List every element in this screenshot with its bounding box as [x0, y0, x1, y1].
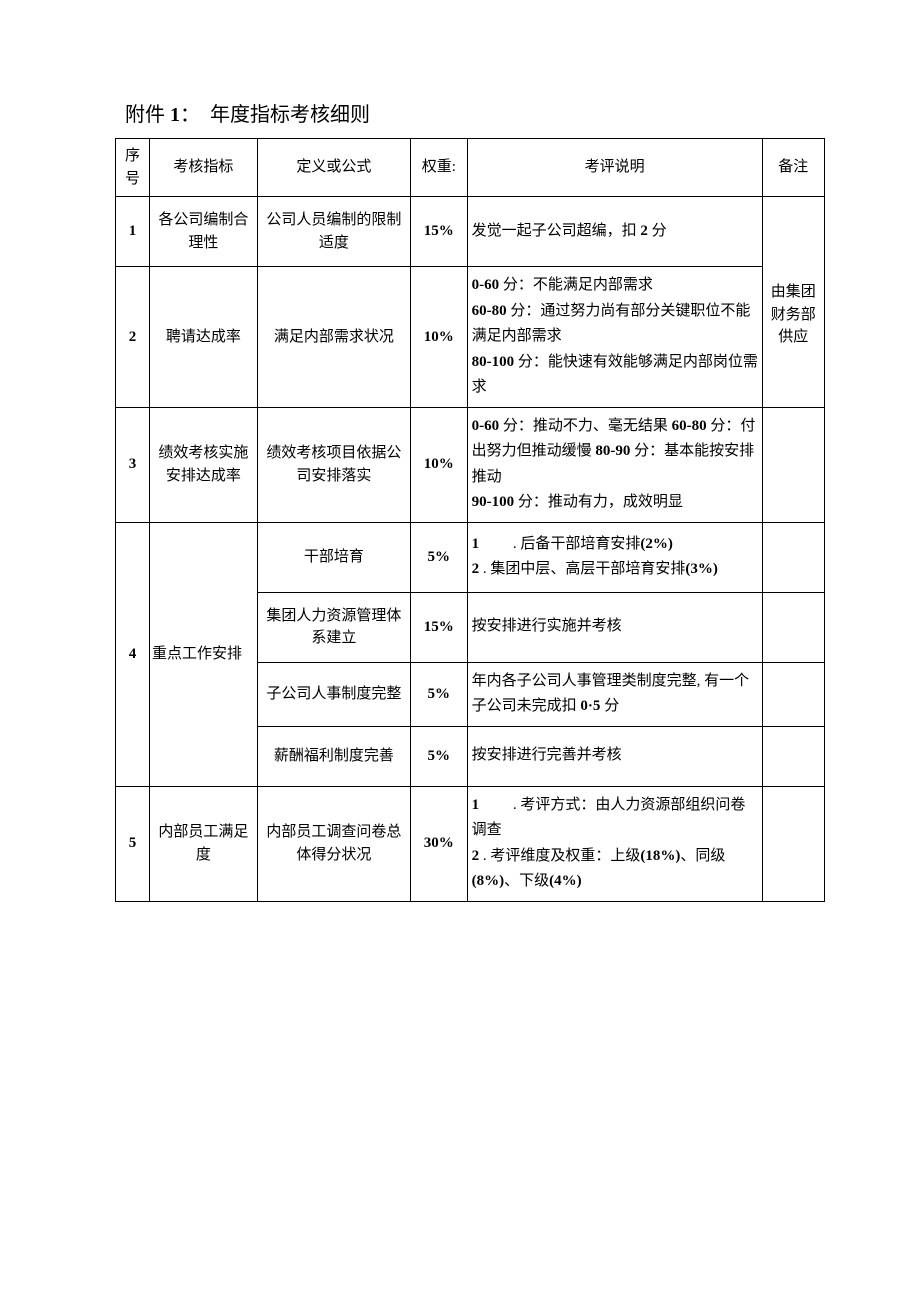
definition-cell: 子公司人事制度完整: [257, 662, 410, 726]
header-indicator: 考核指标: [150, 139, 258, 197]
remark-cell: [762, 407, 824, 522]
header-remark: 备注: [762, 139, 824, 197]
document-title: 附件 1： 年度指标考核细则: [115, 100, 825, 130]
weight-cell: 15%: [410, 197, 467, 267]
description-cell: 0-60 分：不能满足内部需求60-80 分：通过努力尚有部分关键职位不能满足内…: [467, 267, 762, 408]
seq-cell: 3: [116, 407, 150, 522]
weight-cell: 10%: [410, 407, 467, 522]
definition-cell: 干部培育: [257, 522, 410, 592]
table-row: 5 内部员工满足度 内部员工调查问卷总体得分状况 30% 1 . 考评方式：由人…: [116, 786, 825, 901]
remark-cell: [762, 662, 824, 726]
seq-cell: 4: [116, 522, 150, 786]
remark-cell: [762, 522, 824, 592]
weight-cell: 15%: [410, 592, 467, 662]
weight-cell: 30%: [410, 786, 467, 901]
table-row: 2 聘请达成率 满足内部需求状况 10% 0-60 分：不能满足内部需求60-8…: [116, 267, 825, 408]
weight-cell: 10%: [410, 267, 467, 408]
definition-cell: 薪酬福利制度完善: [257, 726, 410, 786]
table-row: 4 重点工作安排 干部培育 5% 1 . 后备干部培育安排(2%)2 . 集团中…: [116, 522, 825, 592]
seq-cell: 5: [116, 786, 150, 901]
weight-cell: 5%: [410, 522, 467, 592]
indicator-cell: 重点工作安排: [150, 522, 258, 786]
header-seq: 序号: [116, 139, 150, 197]
remark-cell: [762, 592, 824, 662]
definition-cell: 绩效考核项目依据公司安排落实: [257, 407, 410, 522]
remark-cell: [762, 786, 824, 901]
indicator-cell: 内部员工满足度: [150, 786, 258, 901]
indicator-cell: 各公司编制合理性: [150, 197, 258, 267]
definition-cell: 内部员工调查问卷总体得分状况: [257, 786, 410, 901]
remark-cell: 由集团财务部供应: [762, 197, 824, 408]
description-cell: 按安排进行实施并考核: [467, 592, 762, 662]
seq-cell: 2: [116, 267, 150, 408]
indicator-cell: 绩效考核实施安排达成率: [150, 407, 258, 522]
table-header-row: 序号 考核指标 定义或公式 权重: 考评说明 备注: [116, 139, 825, 197]
table-row: 1 各公司编制合理性 公司人员编制的限制适度 15% 发觉一起子公司超编，扣 2…: [116, 197, 825, 267]
header-definition: 定义或公式: [257, 139, 410, 197]
table-row: 3 绩效考核实施安排达成率 绩效考核项目依据公司安排落实 10% 0-60 分：…: [116, 407, 825, 522]
indicator-cell: 聘请达成率: [150, 267, 258, 408]
assessment-table: 序号 考核指标 定义或公式 权重: 考评说明 备注 1 各公司编制合理性 公司人…: [115, 138, 825, 902]
definition-cell: 集团人力资源管理体系建立: [257, 592, 410, 662]
header-weight: 权重:: [410, 139, 467, 197]
remark-cell: [762, 726, 824, 786]
description-cell: 按安排进行完善并考核: [467, 726, 762, 786]
weight-cell: 5%: [410, 726, 467, 786]
definition-cell: 满足内部需求状况: [257, 267, 410, 408]
seq-cell: 1: [116, 197, 150, 267]
description-cell: 发觉一起子公司超编，扣 2 分: [467, 197, 762, 267]
definition-cell: 公司人员编制的限制适度: [257, 197, 410, 267]
description-cell: 1 . 考评方式：由人力资源部组织问卷调查2 . 考评维度及权重：上级(18%)…: [467, 786, 762, 901]
description-cell: 年内各子公司人事管理类制度完整, 有一个子公司未完成扣 0·5 分: [467, 662, 762, 726]
description-cell: 1 . 后备干部培育安排(2%)2 . 集团中层、高层干部培育安排(3%): [467, 522, 762, 592]
description-cell: 0-60 分：推动不力、毫无结果 60-80 分：付出努力但推动缓慢 80-90…: [467, 407, 762, 522]
header-description: 考评说明: [467, 139, 762, 197]
weight-cell: 5%: [410, 662, 467, 726]
